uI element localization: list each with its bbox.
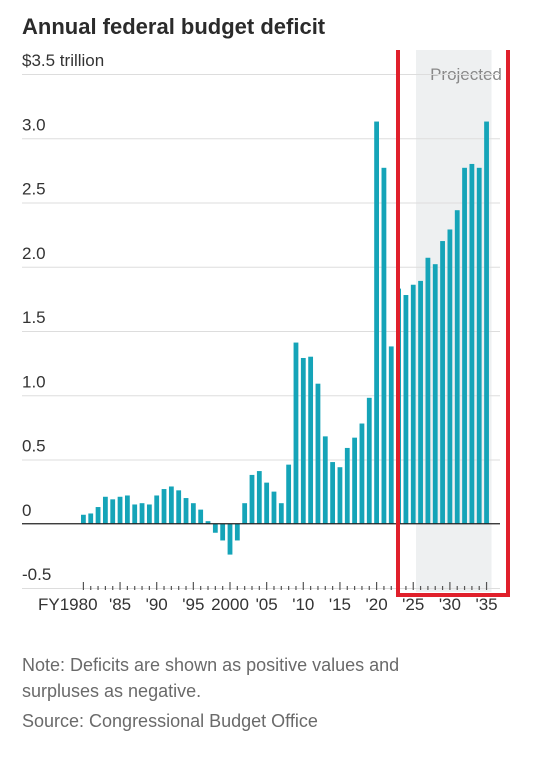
x-tick-label: '05 bbox=[256, 595, 278, 614]
y-tick-label: 2.0 bbox=[22, 244, 46, 263]
bar bbox=[139, 503, 145, 524]
bar bbox=[132, 504, 138, 524]
bar bbox=[198, 509, 204, 524]
bar bbox=[146, 504, 152, 524]
bar bbox=[190, 503, 196, 524]
bar bbox=[344, 447, 350, 524]
bar bbox=[352, 437, 358, 524]
bar bbox=[425, 257, 431, 524]
bar bbox=[81, 514, 86, 524]
bar bbox=[447, 229, 453, 524]
bar bbox=[227, 523, 233, 555]
note-line-1: Note: Deficits are shown as positive val… bbox=[22, 655, 400, 675]
bar bbox=[249, 474, 255, 524]
x-tick-label: '20 bbox=[366, 595, 388, 614]
x-tick-label: '10 bbox=[292, 595, 314, 614]
bar bbox=[124, 495, 130, 524]
bar bbox=[205, 521, 211, 524]
bar bbox=[366, 397, 372, 524]
bar bbox=[242, 503, 248, 524]
bar bbox=[440, 241, 445, 524]
bar bbox=[234, 523, 240, 541]
x-tick-label: 2000 bbox=[211, 595, 249, 614]
bar bbox=[176, 490, 182, 524]
y-tick-label: 2.5 bbox=[22, 180, 46, 199]
bar bbox=[286, 464, 292, 524]
bar bbox=[271, 491, 277, 524]
bar bbox=[388, 346, 394, 524]
y-tick-label: $3.5 trillion bbox=[22, 51, 104, 70]
bar bbox=[161, 489, 167, 524]
bar bbox=[102, 496, 108, 524]
y-tick-label: -0.5 bbox=[22, 565, 51, 584]
bar bbox=[300, 357, 306, 524]
bar bbox=[212, 523, 218, 533]
chart-title: Annual federal budget deficit bbox=[22, 14, 326, 39]
bar bbox=[220, 523, 226, 541]
bar bbox=[454, 210, 460, 524]
x-tick-label: '25 bbox=[402, 595, 424, 614]
y-tick-label: 1.0 bbox=[22, 372, 46, 391]
bar bbox=[403, 295, 409, 524]
bar bbox=[418, 280, 423, 524]
bar bbox=[308, 356, 314, 524]
bar bbox=[264, 482, 270, 524]
x-tick-label: '35 bbox=[475, 595, 497, 614]
bar bbox=[168, 486, 174, 524]
bar bbox=[322, 436, 328, 524]
bar bbox=[476, 167, 482, 524]
bar bbox=[359, 423, 365, 524]
bar bbox=[315, 383, 321, 524]
bar bbox=[337, 467, 343, 524]
x-tick-label: '90 bbox=[146, 595, 168, 614]
x-tick-label: '85 bbox=[109, 595, 131, 614]
bar bbox=[110, 499, 116, 524]
bar bbox=[330, 462, 336, 524]
y-tick-label: 0 bbox=[22, 501, 31, 520]
bar bbox=[469, 163, 475, 524]
y-tick-label: 1.5 bbox=[22, 308, 46, 327]
source-note: Source: Congressional Budget Office bbox=[22, 711, 318, 731]
x-tick-label: FY1980 bbox=[38, 595, 98, 614]
bar bbox=[117, 496, 123, 524]
y-tick-label: 0.5 bbox=[22, 437, 46, 456]
bar bbox=[381, 167, 387, 524]
bar bbox=[154, 495, 160, 524]
bar bbox=[293, 342, 299, 524]
bar bbox=[88, 513, 94, 524]
x-tick-label: '95 bbox=[182, 595, 204, 614]
bar bbox=[374, 121, 379, 524]
note-line-2: surpluses as negative. bbox=[22, 681, 202, 701]
bar bbox=[462, 167, 467, 524]
highlight-box bbox=[396, 50, 510, 597]
bar bbox=[432, 264, 438, 524]
bar bbox=[183, 498, 189, 524]
x-tick-label: '15 bbox=[329, 595, 351, 614]
bar bbox=[256, 471, 262, 524]
x-tick-label: '30 bbox=[439, 595, 461, 614]
bar bbox=[95, 507, 101, 524]
y-tick-label: 3.0 bbox=[22, 115, 46, 134]
deficit-bar-chart: Projected $3.5 trillion3.02.52.01.51.00.… bbox=[22, 50, 510, 614]
bar bbox=[410, 284, 416, 524]
bar bbox=[484, 121, 489, 524]
bar bbox=[278, 503, 284, 524]
